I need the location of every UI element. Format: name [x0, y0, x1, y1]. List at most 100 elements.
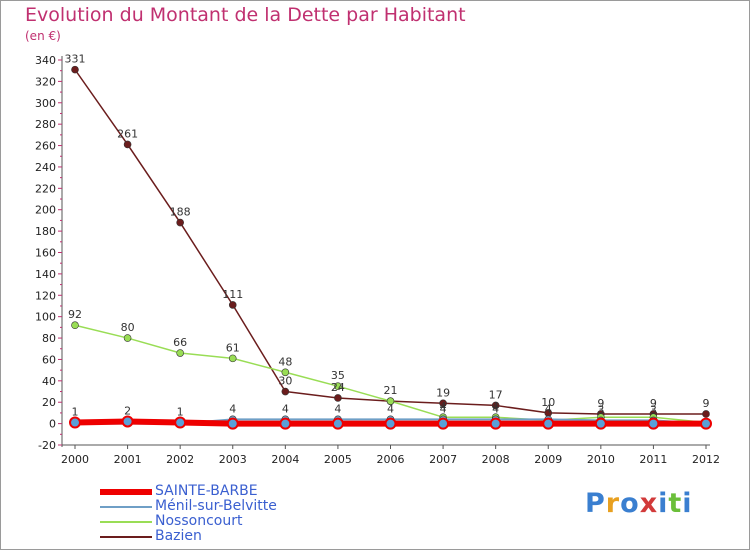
y-tick-label: 140 [35, 268, 56, 281]
chart-title: Evolution du Montant de la Dette par Hab… [25, 4, 466, 26]
logo-letter: i [682, 488, 693, 519]
data-label: 10 [541, 396, 555, 409]
data-point-0 [279, 417, 292, 430]
y-tick-label: 100 [35, 311, 56, 324]
data-point-3 [123, 140, 132, 149]
y-tick-label: 280 [35, 118, 56, 131]
data-point-3 [281, 387, 290, 396]
legend-swatch-bazien [100, 536, 152, 538]
y-tick-label: 180 [35, 225, 56, 238]
data-label: 111 [222, 288, 243, 301]
data-point-0 [700, 417, 712, 430]
data-label: 4 [440, 402, 447, 415]
data-point-0 [437, 417, 450, 430]
data-point-2 [334, 382, 342, 390]
x-tick-label: 2003 [219, 453, 247, 466]
data-point-0 [542, 417, 555, 430]
data-point-0 [489, 417, 502, 430]
x-tick-label: 2006 [377, 453, 405, 466]
data-point-0 [647, 417, 660, 430]
y-tick-label: 200 [35, 204, 56, 217]
data-label: 4 [492, 400, 499, 413]
data-label: 331 [65, 53, 86, 66]
data-point-2 [281, 368, 290, 377]
data-point-2 [228, 354, 237, 363]
data-point-2 [386, 397, 395, 405]
data-label: 92 [68, 308, 82, 321]
x-tick-label: 2007 [429, 453, 457, 466]
y-unit-label: (en €) [25, 29, 61, 43]
data-point-2 [123, 334, 132, 342]
x-tick-label: 2005 [324, 453, 352, 466]
y-tick-label: 300 [35, 97, 56, 110]
data-label: 4 [229, 402, 236, 415]
x-tick-label: 2012 [692, 453, 720, 466]
logo-letter: x [639, 488, 659, 519]
logo-letter: P [585, 488, 606, 519]
y-tick-label: 0 [49, 418, 56, 431]
data-label: 1 [177, 406, 184, 419]
series-line-3 [74, 69, 706, 415]
data-label: 1 [72, 406, 79, 419]
data-label: 66 [173, 336, 187, 349]
data-label: 4 [440, 400, 447, 413]
data-point-3 [439, 399, 447, 408]
data-label: 30 [278, 375, 292, 388]
y-tick-label: 60 [42, 353, 56, 366]
y-tick-label: 260 [35, 140, 56, 153]
legend-label: Bazien [155, 528, 202, 544]
x-tick-label: 2011 [639, 453, 667, 466]
logo-letter: o [620, 488, 640, 519]
data-label: 19 [436, 386, 450, 399]
x-tick-label: 2010 [587, 453, 615, 466]
logo-letter: t [668, 488, 683, 519]
x-tick-label: 2002 [166, 453, 194, 466]
data-label: 2 [124, 404, 131, 417]
y-tick-label: 240 [35, 161, 56, 174]
data-label: 35 [331, 369, 345, 382]
proxiti-logo: Proxiti [585, 488, 693, 519]
legend-label: Nossoncourt [155, 513, 243, 529]
y-tick-label: -20 [38, 439, 56, 452]
logo-letter: r [605, 488, 621, 519]
legend-label: SAINTE-BARBE [155, 483, 258, 499]
y-tick-label: 340 [35, 54, 56, 67]
data-label: 48 [278, 355, 292, 368]
legend-label: Ménil-sur-Belvitte [155, 498, 277, 514]
y-tick-label: 80 [42, 332, 56, 345]
data-point-2 [176, 349, 184, 357]
y-tick-label: 40 [42, 375, 56, 388]
data-point-3 [702, 410, 710, 418]
data-point-0 [594, 417, 607, 430]
legend-swatch-menil [100, 506, 152, 508]
data-label: 4 [334, 402, 341, 415]
x-tick-label: 2008 [482, 453, 510, 466]
data-point-0 [121, 415, 134, 428]
logo-letter: i [658, 488, 669, 519]
data-point-3 [491, 401, 500, 410]
legend-swatch-sainte-barbe [100, 489, 152, 495]
data-label: 3 [650, 403, 657, 416]
data-point-0 [384, 417, 397, 430]
data-label: 4 [492, 402, 499, 415]
data-label: 80 [121, 321, 135, 334]
data-point-3 [176, 218, 184, 227]
data-label: 9 [703, 397, 710, 410]
data-label: 3 [597, 403, 604, 416]
x-tick-label: 2000 [61, 453, 89, 466]
data-point-2 [71, 321, 79, 330]
data-label: 9 [650, 397, 657, 410]
data-point-3 [71, 65, 79, 74]
data-label: 4 [282, 402, 289, 415]
data-label: 9 [597, 397, 604, 410]
data-point-0 [174, 416, 187, 429]
data-label: 4 [545, 402, 552, 415]
y-tick-label: 160 [35, 247, 56, 260]
y-tick-label: 120 [35, 289, 56, 302]
data-label: 261 [117, 127, 138, 140]
y-tick-label: 220 [35, 182, 56, 195]
data-point-0 [226, 417, 239, 430]
data-label: 188 [170, 206, 191, 219]
